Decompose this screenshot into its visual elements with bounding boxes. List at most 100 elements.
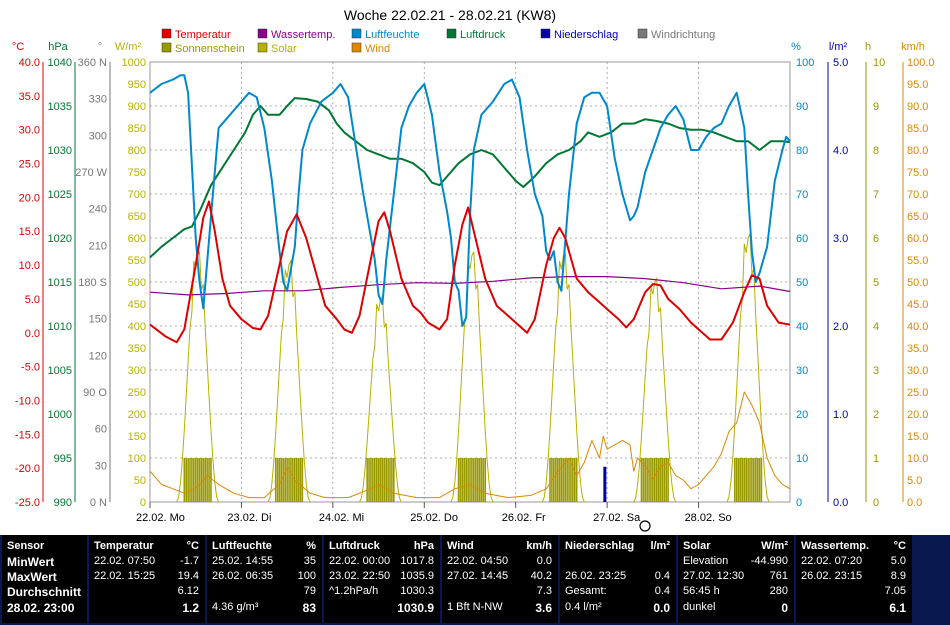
stats-label-max: MaxWert [7, 570, 57, 584]
temperature-tick: -25.0 [15, 497, 40, 509]
legend-swatch [161, 28, 172, 39]
wind-tick: 35.0 [907, 343, 928, 355]
precipitation-max: 0.4 [654, 570, 670, 582]
solar-tick: 150 [128, 431, 146, 443]
solar-tick: 200 [128, 409, 146, 421]
pressure-trend: ^1.2hPa/h [329, 585, 379, 597]
pressure-unit: hPa [413, 540, 434, 552]
stats-label-sensor: Sensor [7, 540, 45, 552]
precipitation-header: Niederschlag [565, 540, 635, 552]
day-label: 26.02. Fr [502, 512, 546, 524]
current-time-marker [639, 520, 651, 532]
precipitation-max-time: 26.02. 23:25 [565, 570, 627, 582]
solar-header: Solar [683, 540, 711, 552]
precipitation-now: 0.0 [653, 601, 670, 615]
day-label: 22.02. Mo [136, 512, 185, 524]
stats-col-water: Wassertemp. °C 22.02. 07:20 5.0 26.02. 23… [796, 535, 912, 623]
wind-direction-tick: 30 [95, 460, 107, 472]
humidity-tick: 80 [796, 145, 808, 157]
precipitation-tick: 4.0 [833, 145, 848, 157]
sunshine-tick: 3 [873, 365, 879, 377]
water-min-time: 22.02. 07:20 [801, 555, 863, 567]
wind-direction-tick: 240 [89, 204, 107, 216]
chart-title: Woche 22.02.21 - 28.02.21 (KW8) [344, 7, 556, 23]
pressure-max: 1035.9 [400, 570, 434, 582]
wind-direction-tick: 150 [89, 314, 107, 326]
precipitation-tick: 3.0 [833, 233, 848, 245]
day-label: 28.02. So [685, 512, 732, 524]
humidity-tick: 100 [796, 57, 814, 69]
wind-beaufort: 1 Bft N-NW [447, 601, 503, 613]
temperature-tick: 20.0 [19, 192, 40, 204]
wind-avg: 7.3 [536, 585, 552, 597]
sunshine-tick: 10 [873, 57, 885, 69]
solar-elevation-label: Elevation [683, 555, 729, 567]
precipitation-total: 0.4 [654, 585, 670, 597]
day-label: 25.02. Do [410, 512, 458, 524]
solar-unit-label: W/m² [115, 41, 142, 53]
humidity-max-time: 26.02. 06:35 [212, 570, 274, 582]
wind-min: 0.0 [536, 555, 552, 567]
temperature-tick: -20.0 [15, 463, 40, 475]
wind-unit-label: km/h [901, 41, 925, 53]
humidity-unit-label: % [791, 41, 801, 53]
temperature-min-time: 22.02. 07:50 [94, 555, 156, 567]
stats-col-pressure: Luftdruck hPa 22.02. 00:00 1017.8 23.02. … [324, 535, 440, 623]
stats-label-avg: Durchschnitt [7, 585, 82, 599]
wind-tick: 25.0 [907, 387, 928, 399]
pressure-unit-label: hPa [48, 41, 68, 53]
solar-tick: 400 [128, 321, 146, 333]
humidity-tick: 20 [796, 409, 808, 421]
x-axis-labels: 22.02. Mo 23.02. Di 24.02. Mi 25.02. Do 26.0… [136, 502, 732, 524]
axes: 40.035.030.025.020.015.010.05.00.0-5.0-1… [12, 41, 935, 509]
wind-tick: 15.0 [907, 431, 928, 443]
legend-swatch [351, 28, 362, 39]
solar-tick: 900 [128, 101, 146, 113]
wind-tick: 90.0 [907, 101, 928, 113]
precipitation-bar [603, 466, 607, 502]
wind-header: Wind [447, 540, 474, 552]
weather-chart: Woche 22.02.21 - 28.02.21 (KW8) Temperat… [12, 7, 935, 532]
legend-label: Niederschlag [554, 29, 618, 41]
solar-tick: 800 [128, 145, 146, 157]
wind-tick: 85.0 [907, 123, 928, 135]
wind-direction-tick: 270 W [75, 167, 107, 179]
wind-min-time: 22.02. 04:50 [447, 555, 509, 567]
wind-unit: km/h [526, 540, 552, 552]
wind-tick: 100.0 [907, 57, 935, 69]
sunshine-tick: 0 [873, 497, 879, 509]
humidity-tick: 30 [796, 365, 808, 377]
solar-tick: 750 [128, 167, 146, 179]
wind-tick: 75.0 [907, 167, 928, 179]
stats-col-solar: Solar W/m² Elevation -44.990 27.02. 12:30… [678, 535, 794, 623]
legend-label: Wind [365, 43, 390, 55]
sunshine-tick: 1 [873, 453, 879, 465]
solar-unit: W/m² [761, 540, 788, 552]
sunshine-tick: 6 [873, 233, 879, 245]
pressure-tick: 1040 [48, 57, 72, 69]
sunshine-tick: 9 [873, 101, 879, 113]
water-avg: 7.05 [884, 585, 906, 597]
legend: Temperatur Wassertemp. Luftfeuchte Luftdruc… [161, 28, 715, 55]
precipitation-tick: 5.0 [833, 57, 848, 69]
precipitation-tick: 1.0 [833, 409, 848, 421]
pressure-tick: 1000 [48, 409, 72, 421]
legend-swatch [161, 42, 172, 53]
temperature-tick: 10.0 [19, 260, 40, 272]
wind-direction-tick: 210 [89, 240, 107, 252]
humidity-tick: 0 [796, 497, 802, 509]
legend-label: Temperatur [175, 29, 231, 41]
humidity-tick: 60 [796, 233, 808, 245]
solar-elevation: -44.990 [750, 555, 788, 567]
humidity-header: Luftfeuchte [212, 540, 272, 552]
solar-sun-hours: 56:45 h [683, 585, 720, 597]
wind-tick: 45.0 [907, 299, 928, 311]
humidity-min-time: 25.02. 14:55 [212, 555, 274, 567]
precipitation-total-label: Gesamt: [565, 585, 607, 597]
solar-tick: 450 [128, 299, 146, 311]
temperature-tick: 40.0 [19, 57, 40, 69]
wind-max: 40.2 [530, 570, 552, 582]
wind-tick: 80.0 [907, 145, 928, 157]
legend-label: Luftfeuchte [365, 29, 419, 41]
wind-tick: 40.0 [907, 321, 928, 333]
